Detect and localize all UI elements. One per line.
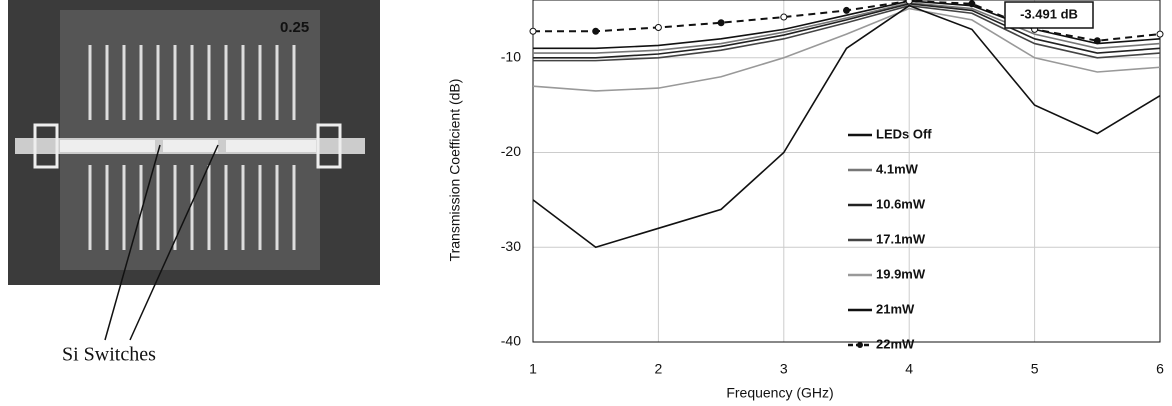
series-marker <box>718 20 724 26</box>
x-tick-label: 5 <box>1031 361 1039 377</box>
series-marker <box>530 28 536 34</box>
series-marker <box>1157 31 1163 37</box>
legend-label: 19.9mW <box>876 266 926 281</box>
x-tick-label: 4 <box>905 361 913 377</box>
series-marker <box>906 0 912 4</box>
series-marker <box>969 1 975 7</box>
x-axis-label: Frequency (GHz) <box>726 385 833 401</box>
series-marker <box>1094 38 1100 44</box>
figure: 0.25 Si Switches Frequency (GHz) Transmi… <box>0 0 1172 406</box>
line-segment <box>60 140 155 152</box>
annotation: -3.491 dB <box>1020 6 1078 21</box>
x-tick-label: 2 <box>655 361 663 377</box>
legend-label: LEDs Off <box>876 126 932 141</box>
series-marker <box>593 28 599 34</box>
series-marker <box>844 7 850 13</box>
series-marker <box>781 14 787 20</box>
legend-marker <box>857 342 863 348</box>
x-tick-label: 3 <box>780 361 788 377</box>
y-tick-label: -10 <box>501 48 521 64</box>
x-tick-label: 6 <box>1156 361 1164 377</box>
photo: 0.25 Si Switches <box>8 0 380 366</box>
legend-label: 4.1mW <box>876 161 919 176</box>
y-axis-label: Transmission Coefficient (dB) <box>447 79 463 262</box>
page: {"photo": {"board_label": "0.25", "label… <box>0 0 1172 406</box>
y-tick-label: -30 <box>501 238 521 254</box>
y-tick-label: -20 <box>501 143 521 159</box>
y-tick-label: -40 <box>501 333 521 349</box>
line-segment <box>163 140 218 152</box>
x-tick-label: 1 <box>529 361 537 377</box>
legend-label: 21mW <box>876 301 915 316</box>
series-marker <box>655 24 661 30</box>
legend-label: 22mW <box>876 336 915 351</box>
photo-label: Si Switches <box>62 344 156 366</box>
legend-label: 17.1mW <box>876 231 926 246</box>
board-label: 0.25 <box>280 19 309 36</box>
line-segment <box>226 140 316 152</box>
legend-label: 10.6mW <box>876 196 926 211</box>
